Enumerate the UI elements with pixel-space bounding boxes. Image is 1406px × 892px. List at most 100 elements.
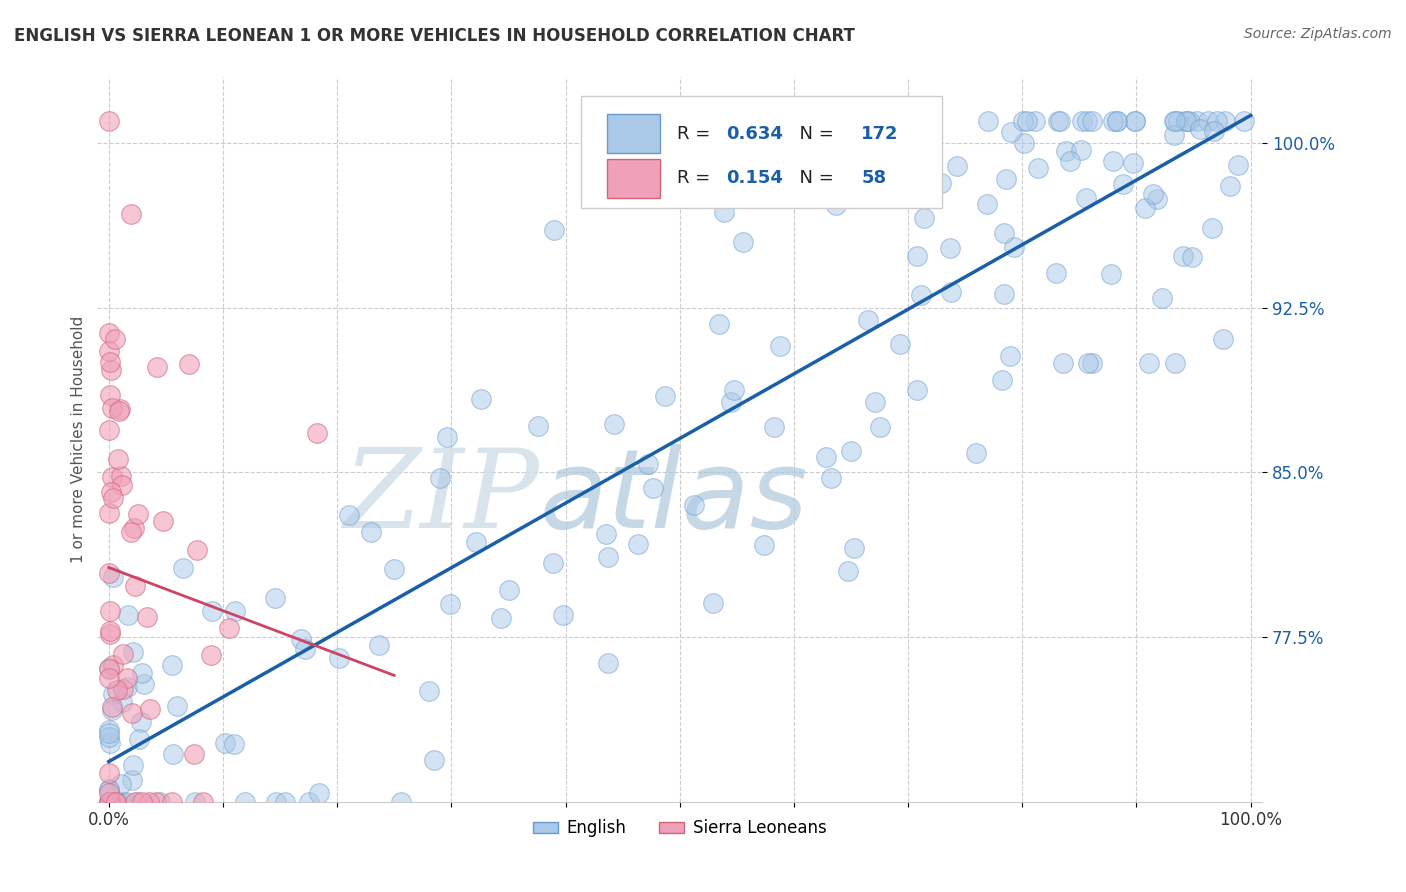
Point bbox=[111, 695, 134, 709]
Point bbox=[910, 288, 932, 302]
Point bbox=[264, 591, 287, 606]
Point bbox=[886, 114, 908, 128]
Point bbox=[105, 795, 128, 809]
Point bbox=[905, 384, 928, 398]
Point bbox=[422, 753, 444, 767]
Point bbox=[1137, 356, 1160, 370]
Point bbox=[1146, 192, 1168, 206]
Point bbox=[98, 388, 121, 402]
Point bbox=[1122, 156, 1144, 170]
Point bbox=[839, 443, 862, 458]
Point bbox=[1047, 114, 1070, 128]
Point bbox=[98, 662, 121, 676]
Point bbox=[114, 795, 136, 809]
Point bbox=[127, 795, 149, 809]
Point bbox=[1000, 124, 1022, 138]
Point bbox=[1174, 114, 1197, 128]
Point bbox=[149, 795, 172, 809]
Point bbox=[177, 357, 200, 371]
Point bbox=[1173, 249, 1195, 263]
Point bbox=[1187, 114, 1209, 128]
Point bbox=[105, 795, 128, 809]
Point bbox=[1054, 144, 1077, 158]
Point bbox=[976, 196, 998, 211]
Point bbox=[138, 795, 160, 809]
Point bbox=[1074, 191, 1097, 205]
Point bbox=[184, 795, 207, 809]
Point bbox=[1163, 128, 1185, 143]
Point bbox=[124, 795, 146, 809]
Point bbox=[1059, 153, 1081, 168]
Point bbox=[191, 795, 214, 809]
Point bbox=[162, 657, 184, 672]
Point bbox=[97, 661, 120, 675]
Point bbox=[104, 795, 127, 809]
Point bbox=[1233, 114, 1256, 128]
Point bbox=[146, 359, 169, 374]
Point bbox=[214, 736, 236, 750]
Point bbox=[152, 514, 174, 528]
Point bbox=[1197, 114, 1219, 128]
Point bbox=[824, 197, 846, 211]
Point bbox=[1102, 154, 1125, 169]
Point bbox=[498, 582, 520, 597]
Point bbox=[98, 604, 121, 618]
Point bbox=[1205, 114, 1227, 128]
Point bbox=[527, 418, 550, 433]
Point bbox=[702, 596, 724, 610]
Legend: English, Sierra Leoneans: English, Sierra Leoneans bbox=[526, 813, 834, 844]
Point bbox=[1012, 136, 1035, 150]
Point bbox=[132, 677, 155, 691]
Point bbox=[105, 682, 128, 697]
Point bbox=[993, 227, 1015, 241]
Point bbox=[145, 795, 167, 809]
Point bbox=[844, 541, 866, 556]
Point bbox=[1164, 114, 1187, 128]
Point bbox=[815, 450, 838, 464]
FancyBboxPatch shape bbox=[607, 113, 659, 153]
Point bbox=[98, 723, 121, 738]
Point bbox=[115, 680, 138, 694]
Point bbox=[1026, 161, 1049, 175]
Point bbox=[128, 731, 150, 746]
Point bbox=[110, 469, 132, 483]
Point bbox=[166, 699, 188, 714]
FancyBboxPatch shape bbox=[607, 159, 659, 198]
Point bbox=[1070, 114, 1092, 128]
Point bbox=[912, 211, 935, 225]
Point bbox=[1101, 268, 1123, 282]
Point bbox=[101, 401, 124, 415]
Point bbox=[121, 772, 143, 787]
Point bbox=[1219, 179, 1241, 194]
Point bbox=[856, 312, 879, 326]
Point bbox=[382, 562, 405, 576]
Point bbox=[991, 373, 1014, 387]
Point bbox=[101, 795, 124, 809]
Point bbox=[820, 471, 842, 485]
Point bbox=[1052, 356, 1074, 370]
Point bbox=[360, 525, 382, 540]
Point bbox=[121, 706, 143, 721]
Point bbox=[965, 445, 987, 459]
Point bbox=[266, 795, 288, 809]
Point bbox=[1080, 356, 1102, 370]
Point bbox=[994, 171, 1017, 186]
Point bbox=[101, 491, 124, 506]
Point bbox=[136, 610, 159, 624]
Point bbox=[97, 326, 120, 340]
Point bbox=[139, 702, 162, 716]
Point bbox=[1105, 114, 1128, 128]
Point bbox=[1142, 186, 1164, 201]
Point bbox=[998, 349, 1021, 363]
Point bbox=[183, 747, 205, 761]
Text: R =: R = bbox=[678, 125, 717, 143]
Point bbox=[97, 726, 120, 740]
Point bbox=[752, 538, 775, 552]
Point bbox=[869, 420, 891, 434]
Point bbox=[641, 481, 664, 495]
Point bbox=[98, 736, 121, 750]
Point bbox=[939, 242, 962, 256]
Point bbox=[1188, 122, 1211, 136]
Point bbox=[172, 561, 194, 575]
Point bbox=[122, 644, 145, 658]
